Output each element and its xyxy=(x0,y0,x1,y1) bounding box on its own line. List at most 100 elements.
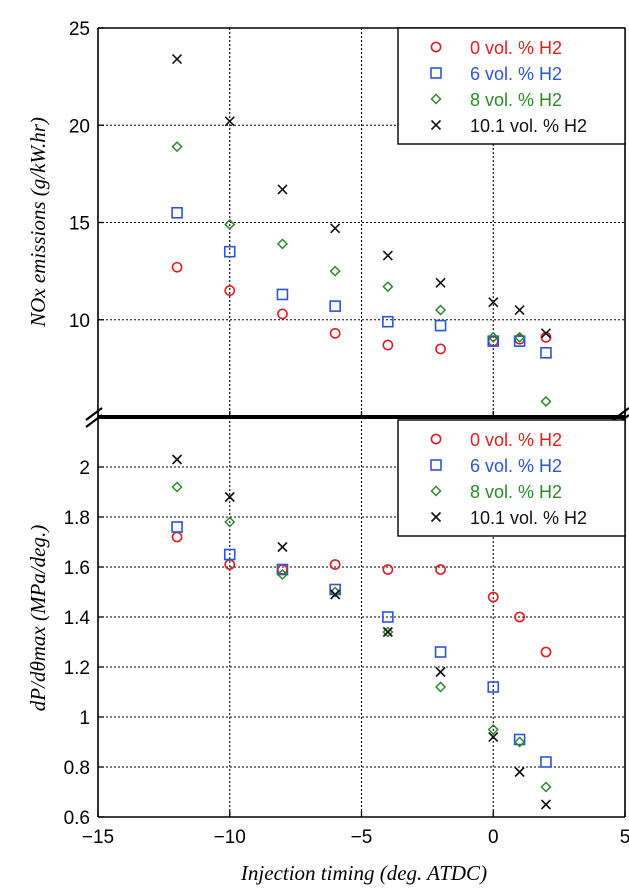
data-point xyxy=(540,395,552,408)
data-point xyxy=(382,626,393,638)
data-point xyxy=(540,781,552,793)
data-point xyxy=(487,331,499,343)
data-point xyxy=(171,261,183,273)
y-tick-label: 1.6 xyxy=(64,558,90,579)
data-point xyxy=(330,223,341,234)
data-point xyxy=(514,736,526,748)
y-tick-label: 0.6 xyxy=(64,808,90,829)
bottom-legend: 0 vol. % H2 6 vol. % H2 8 vol. % H2 10.1 vo… xyxy=(397,419,626,537)
data-point xyxy=(382,339,394,351)
data-point xyxy=(382,281,394,293)
data-point xyxy=(514,304,525,316)
data-point xyxy=(540,756,552,768)
y-tick-label: 1.2 xyxy=(64,658,90,679)
data-point xyxy=(277,308,288,320)
data-point xyxy=(276,568,289,581)
legend-label: 8 vol. % H2 xyxy=(470,482,562,502)
legend-marker xyxy=(430,67,442,79)
data-point xyxy=(435,564,446,575)
data-point xyxy=(514,331,526,343)
data-point xyxy=(540,347,552,359)
bottom-y-axis-label: dP/dθmax (MPa/deg.) xyxy=(26,525,50,711)
top-y-tick-labels: 10 15 20 25 xyxy=(69,19,90,332)
data-point xyxy=(434,304,447,316)
data-point xyxy=(329,327,341,339)
x-tick-label: −10 xyxy=(214,827,246,848)
data-point xyxy=(434,681,447,693)
x-tick-label: −5 xyxy=(351,827,373,848)
data-point xyxy=(277,541,288,553)
data-point xyxy=(487,681,500,693)
data-point xyxy=(224,116,235,127)
top-legend: 0 vol. % H2 6 vol. % H2 8 vol. % H2 10.1 vo… xyxy=(397,27,626,145)
x-axis-label: Injection timing (deg. ATDC) xyxy=(240,861,487,885)
data-point xyxy=(514,611,525,623)
data-point xyxy=(382,315,394,328)
data-point xyxy=(223,245,236,258)
y-tick-label: 1 xyxy=(79,708,90,729)
y-tick-label: 15 xyxy=(69,214,90,235)
data-point xyxy=(171,54,183,65)
data-point xyxy=(171,481,183,493)
x-tick-label: 0 xyxy=(488,827,499,848)
y-tick-label: 2 xyxy=(79,458,90,479)
data-point xyxy=(276,563,289,576)
legend-label: 6 vol. % H2 xyxy=(470,456,562,476)
y-tick-label: 25 xyxy=(69,19,90,40)
data-point xyxy=(488,297,499,308)
data-point xyxy=(540,328,552,339)
x-tick-label: −15 xyxy=(82,827,114,848)
data-point xyxy=(487,591,499,603)
legend-marker xyxy=(430,433,442,445)
data-point xyxy=(329,265,341,277)
y-tick-label: 1.8 xyxy=(64,508,90,529)
data-point xyxy=(514,766,525,778)
x-tick-labels: −15 −10 −5 0 5 xyxy=(82,827,629,848)
data-point xyxy=(224,491,235,503)
legend-label: 10.1 vol. % H2 xyxy=(470,508,587,528)
data-point xyxy=(171,454,183,465)
y-tick-label: 1.4 xyxy=(64,608,91,629)
data-point xyxy=(513,733,526,746)
legend-marker xyxy=(430,485,442,497)
data-point xyxy=(329,300,341,312)
data-point xyxy=(513,335,526,347)
data-point xyxy=(276,288,289,301)
data-point xyxy=(224,218,236,231)
data-point xyxy=(171,206,183,219)
data-point xyxy=(329,559,341,570)
legend-label: 0 vol. % H2 xyxy=(470,38,562,58)
y-tick-label: 10 xyxy=(69,311,90,332)
data-point xyxy=(382,250,393,261)
data-point xyxy=(435,343,446,355)
data-point xyxy=(224,516,236,528)
data-point xyxy=(435,277,446,288)
data-point xyxy=(171,141,183,153)
data-point xyxy=(223,548,236,561)
y-tick-label: 0.8 xyxy=(64,758,90,779)
data-point xyxy=(330,589,341,600)
y-tick-label: 20 xyxy=(69,116,90,137)
data-point xyxy=(540,799,552,810)
data-point xyxy=(434,319,447,332)
data-point xyxy=(382,626,394,638)
x-tick-label: 5 xyxy=(620,827,629,848)
legend-marker xyxy=(430,459,442,471)
top-data-points xyxy=(171,54,552,408)
data-point xyxy=(277,184,288,195)
legend-label: 6 vol. % H2 xyxy=(470,64,562,84)
axis-break-mark xyxy=(85,414,103,428)
data-point xyxy=(382,611,394,623)
legend-marker xyxy=(430,119,442,131)
data-point xyxy=(488,731,499,743)
legend-label: 0 vol. % H2 xyxy=(470,430,562,450)
data-point xyxy=(540,646,552,658)
legend-marker xyxy=(430,511,442,523)
bottom-data-points xyxy=(171,454,552,810)
data-point xyxy=(435,666,446,678)
data-point xyxy=(171,521,183,533)
data-point xyxy=(276,238,289,250)
axis-break-mark xyxy=(612,407,629,421)
axis-break-mark xyxy=(85,407,103,421)
